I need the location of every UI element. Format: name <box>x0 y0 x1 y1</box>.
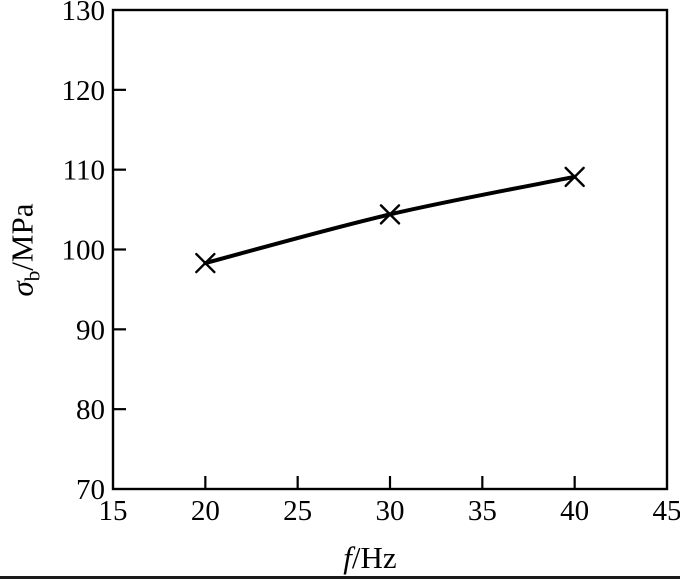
y-tick-label: 80 <box>76 394 105 426</box>
y-tick-label: 100 <box>62 235 106 267</box>
x-axis-unit: /Hz <box>351 540 397 575</box>
x-tick-label: 20 <box>191 495 220 527</box>
x-marker <box>195 252 216 274</box>
y-tick-label: 120 <box>62 75 106 107</box>
x-tick-label: 45 <box>653 495 680 527</box>
sigma-subscript: b <box>20 270 45 282</box>
x-tick-label: 30 <box>376 495 405 527</box>
y-tick-label: 90 <box>76 314 105 346</box>
y-tick-label: 130 <box>62 0 106 27</box>
y-axis-unit: /MPa <box>4 203 40 271</box>
bottom-rule <box>0 576 680 579</box>
y-axis-title: σb/MPa <box>4 203 45 297</box>
x-marker <box>379 204 401 225</box>
x-tick-label: 40 <box>560 495 589 527</box>
x-axis-title: f/Hz <box>90 542 650 573</box>
x-tick-label: 35 <box>468 495 497 527</box>
y-tick-label: 110 <box>63 155 105 187</box>
x-marker <box>564 166 585 188</box>
x-tick-label: 25 <box>283 495 312 527</box>
data-line <box>203 174 577 266</box>
sigma-symbol: σ <box>4 281 40 297</box>
plot-frame <box>111 8 669 491</box>
y-tick-label: 70 <box>76 474 105 506</box>
x-tick-label: 15 <box>99 495 128 527</box>
frequency-symbol: f <box>343 540 352 575</box>
